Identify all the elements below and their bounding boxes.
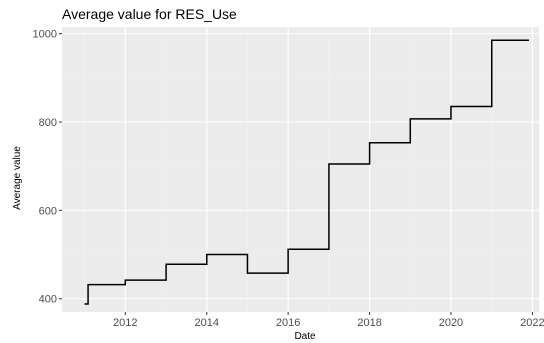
series-line bbox=[84, 39, 529, 305]
y-tick-label: 600 bbox=[39, 205, 57, 217]
y-axis-label: Average value bbox=[12, 146, 23, 210]
chart-title: Average value for RES_Use bbox=[62, 6, 237, 22]
y-tick-label: 800 bbox=[39, 117, 57, 129]
x-tick-label: 2014 bbox=[195, 317, 219, 329]
x-tick-label: 2020 bbox=[439, 317, 463, 329]
x-tick-label: 2012 bbox=[113, 317, 137, 329]
plot-panel bbox=[62, 27, 539, 312]
x-tick-label: 2022 bbox=[520, 317, 544, 329]
x-axis-label: Date bbox=[294, 331, 316, 342]
x-axis: 2012 2014 2016 2018 2020 2022 bbox=[113, 312, 544, 329]
x-tick-label: 2018 bbox=[357, 317, 381, 329]
major-gridlines bbox=[62, 27, 539, 312]
y-tick-label: 1000 bbox=[33, 29, 57, 41]
x-tick-label: 2016 bbox=[276, 317, 300, 329]
y-tick-label: 400 bbox=[39, 294, 57, 306]
y-axis: 400 600 800 1000 bbox=[33, 29, 62, 306]
